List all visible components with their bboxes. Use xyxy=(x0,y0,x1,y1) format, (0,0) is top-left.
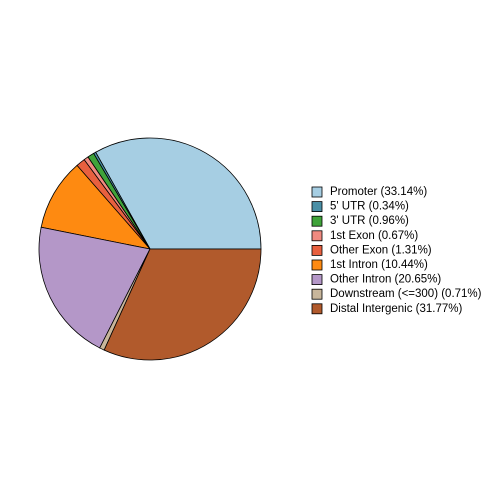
legend-swatch xyxy=(311,230,323,242)
legend-label: 5' UTR (0.34%) xyxy=(330,201,409,213)
legend-label: Other Exon (1.31%) xyxy=(330,244,432,256)
legend-label: 1st Exon (0.67%) xyxy=(330,230,418,242)
legend-swatch xyxy=(311,215,323,227)
legend-swatch xyxy=(311,186,323,198)
legend-swatch xyxy=(311,244,323,256)
pie-slice xyxy=(103,248,262,361)
legend-swatch xyxy=(311,288,323,300)
pie-slice xyxy=(38,226,151,349)
legend-label: Promoter (33.14%) xyxy=(330,186,427,198)
pie-slice xyxy=(40,164,152,250)
legend-swatch xyxy=(311,274,323,286)
legend-swatch xyxy=(311,259,323,271)
legend-swatch xyxy=(311,303,323,315)
legend-label: Downstream (<=300) (0.71%) xyxy=(330,288,482,300)
legend-label: Other Intron (20.65%) xyxy=(330,274,441,286)
legend-label: Distal Intergenic (31.77%) xyxy=(330,303,462,315)
legend-label: 1st Intron (10.44%) xyxy=(330,259,428,271)
legend-swatch xyxy=(311,201,323,213)
pie-slice xyxy=(95,137,262,250)
legend-label: 3' UTR (0.96%) xyxy=(330,215,409,227)
